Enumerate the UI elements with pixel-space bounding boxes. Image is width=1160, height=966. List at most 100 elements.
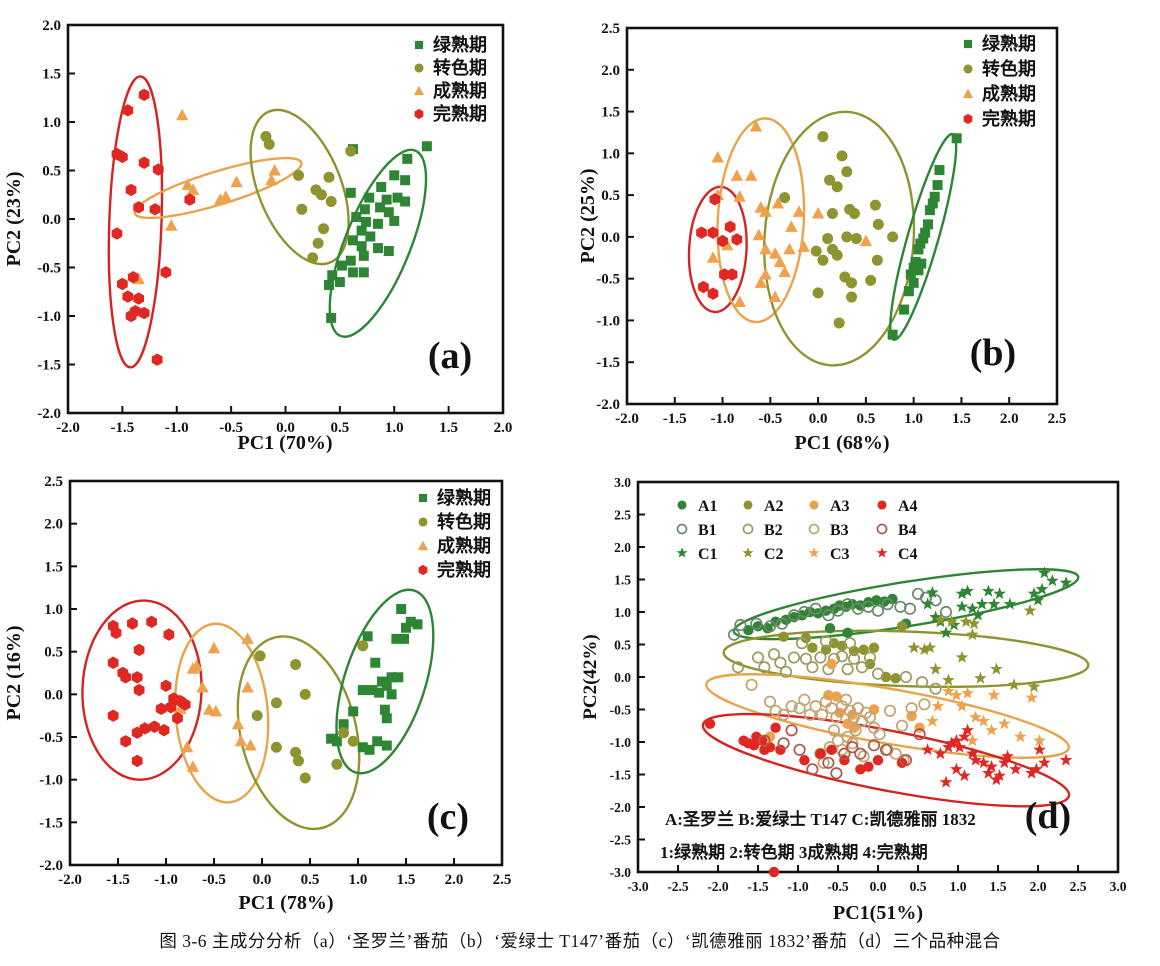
legend-item-label: B1	[698, 522, 717, 539]
axes: -2.0 -1.5 -1.0 -0.5 0.0 0.5 1.0 1.5 2.0 2.5 -2.0 -1…	[596, 21, 1066, 427]
data-point-circle	[743, 500, 753, 510]
data-point-open-circle	[763, 620, 777, 633]
data-point-star	[977, 756, 990, 769]
data-point-circle	[290, 746, 302, 758]
data-point-hexagon	[125, 309, 137, 323]
data-point-star	[929, 610, 942, 623]
data-point-triangle	[234, 734, 248, 747]
data-point-hexagon	[158, 723, 170, 737]
data-point-circle	[293, 169, 305, 181]
data-point-circle	[299, 688, 311, 700]
data-point-open-circle	[876, 523, 888, 535]
data-point-star	[1003, 597, 1017, 610]
data-point-square	[326, 733, 337, 744]
y-tick-label: 2.5	[601, 21, 620, 37]
data-point-open-circle	[799, 652, 813, 665]
y-tick-label: 3.0	[614, 475, 631, 490]
data-point-star	[987, 688, 1001, 701]
legend-item-label: A3	[830, 498, 850, 515]
data-point-open-circle	[863, 651, 877, 664]
data-point-circle	[823, 689, 834, 701]
y-tick-label: 2.5	[614, 508, 631, 523]
data-point-open-circle	[894, 600, 907, 613]
data-point-triangle	[811, 206, 825, 219]
data-point-star	[985, 760, 998, 773]
x-tick-label: 0.0	[870, 879, 887, 894]
data-point-open-circle	[819, 635, 833, 648]
data-point-circle	[868, 642, 880, 653]
data-point-open-circle	[839, 693, 853, 706]
data-point-star	[966, 747, 979, 760]
data-point-square	[383, 207, 394, 218]
data-point-square	[360, 216, 371, 227]
y-tick-label: -0.5	[596, 272, 620, 288]
y-tick-label: 1.0	[614, 605, 631, 620]
data-point-star	[982, 766, 995, 779]
data-point-circle	[299, 772, 311, 784]
data-point-square	[348, 706, 359, 717]
data-point-open-circle	[814, 651, 827, 664]
series-c-1	[251, 640, 369, 784]
data-point-hexagon	[146, 615, 157, 628]
data-point-triangle	[209, 704, 223, 717]
data-point-circle	[841, 166, 853, 178]
data-point-square	[347, 235, 358, 246]
data-point-triangle	[792, 205, 806, 217]
data-point-square	[389, 215, 400, 226]
data-point-hexagon	[139, 722, 151, 735]
data-point-square	[356, 241, 367, 252]
data-point-square	[414, 40, 424, 50]
data-point-circle	[831, 691, 842, 702]
data-point-square	[381, 680, 392, 691]
series-a-1	[260, 131, 357, 264]
data-point-triangle	[759, 242, 772, 255]
data-point-open-circle	[903, 602, 917, 615]
data-point-square	[392, 192, 403, 203]
x-tick-label: 1.5	[439, 420, 458, 436]
x-tick-label: -1.0	[154, 872, 178, 888]
data-point-open-circle	[727, 628, 741, 641]
data-point-triangle	[175, 108, 189, 121]
data-point-triangle	[180, 740, 194, 753]
y-tick-label: 1.5	[44, 559, 63, 575]
y-axis-label: PC2 (25%)	[577, 169, 599, 264]
data-point-star	[1027, 680, 1041, 693]
data-point-hexagon	[731, 233, 743, 246]
x-tick-label: -2.5	[667, 879, 689, 894]
x-axis-label: PC1 (78%)	[239, 892, 334, 914]
data-point-open-circle	[847, 652, 861, 665]
data-point-open-circle	[798, 693, 811, 706]
data-point-star	[676, 547, 688, 558]
data-point-hexagon	[111, 227, 123, 240]
data-point-triangle	[733, 295, 746, 308]
group-ellipse	[763, 110, 916, 367]
data-point-star	[967, 617, 981, 630]
data-point-triangle	[196, 681, 209, 693]
data-point-star	[993, 769, 1006, 782]
data-point-square	[918, 233, 929, 244]
data-point-circle	[748, 740, 760, 751]
data-point-star	[969, 710, 982, 723]
y-tick-label: -3.0	[610, 865, 632, 880]
axes: -3.0 -2.5 -2.0 -1.5 -1.0 -0.5 0.0 0.5 1.0 1.5 2.0 2…	[610, 475, 1127, 894]
data-point-circle	[826, 744, 837, 756]
data-point-star	[959, 615, 973, 628]
data-point-star	[1031, 593, 1045, 606]
data-point-hexagon	[709, 193, 721, 206]
data-point-star	[974, 671, 987, 684]
group-ellipse	[236, 635, 361, 831]
data-point-square	[367, 685, 378, 696]
data-point-star	[921, 597, 934, 610]
legend-item-label: 转色期	[982, 58, 1036, 79]
data-point-triangle	[241, 681, 254, 693]
legend-item-label: B3	[830, 522, 849, 539]
x-tick-label: 2.0	[494, 420, 513, 436]
data-point-star	[1033, 734, 1046, 747]
x-tick-label: 1.5	[990, 879, 1007, 894]
data-point-circle	[775, 744, 786, 756]
data-point-star	[1027, 587, 1041, 600]
data-point-hexagon	[165, 700, 177, 714]
data-point-circle	[896, 621, 908, 632]
data-point-square	[932, 180, 943, 191]
